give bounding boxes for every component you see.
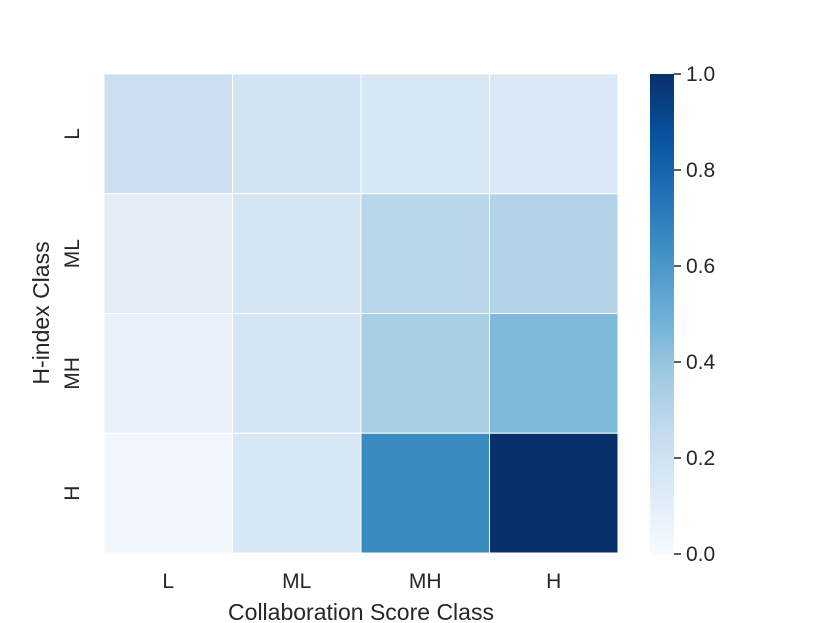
colorbar-tick-label: 1.0 xyxy=(686,63,715,86)
heatmap-cell-l-h xyxy=(489,73,619,195)
y-tick-label: H xyxy=(61,486,84,501)
y-axis-label: H-index Class xyxy=(28,241,54,384)
heatmap-cell-ml-ml xyxy=(232,193,362,314)
heatmap-cell-l-l xyxy=(103,73,233,195)
heatmap-cell-mh-l xyxy=(103,313,233,434)
heatmap-cell-ml-l xyxy=(103,193,233,314)
x-tick-label: H xyxy=(546,570,561,593)
heatmap-cell-h-mh xyxy=(360,432,490,554)
colorbar-ticks: 0.0 0.2 0.4 0.6 0.8 1.0 xyxy=(674,63,716,566)
heatmap-cell-mh-ml xyxy=(232,313,362,434)
y-tick-label: ML xyxy=(61,239,84,268)
heatmap-cell-mh-h xyxy=(489,313,619,434)
colorbar-tick-label: 0.0 xyxy=(686,543,715,566)
heatmap-cell-h-l xyxy=(103,432,233,554)
colorbar-tick-label: 0.4 xyxy=(686,351,716,374)
x-tick-label: L xyxy=(162,570,174,593)
x-tick-label: ML xyxy=(282,570,311,593)
colorbar-tick-label: 0.6 xyxy=(686,255,715,278)
heatmap-cell-h-ml xyxy=(232,432,362,554)
heatmap-cells xyxy=(103,73,619,554)
x-axis-label: Collaboration Score Class xyxy=(228,599,494,623)
heatmap-cell-mh-mh xyxy=(360,313,490,434)
colorbar-tick-label: 0.8 xyxy=(686,159,715,182)
y-axis-ticks: L ML MH H xyxy=(61,128,84,501)
colorbar-tick-label: 0.2 xyxy=(686,447,715,470)
heatmap-cell-ml-h xyxy=(489,193,619,314)
heatmap-cell-l-ml xyxy=(232,73,362,195)
x-tick-label: MH xyxy=(409,570,442,593)
heatmap-cell-h-h xyxy=(489,432,619,554)
y-tick-label: MH xyxy=(61,357,84,390)
colorbar xyxy=(650,74,674,554)
x-axis-ticks: L ML MH H xyxy=(162,570,561,593)
y-tick-label: L xyxy=(61,128,84,140)
heatmap-cell-ml-mh xyxy=(360,193,490,314)
heatmap-cell-l-mh xyxy=(360,73,490,195)
